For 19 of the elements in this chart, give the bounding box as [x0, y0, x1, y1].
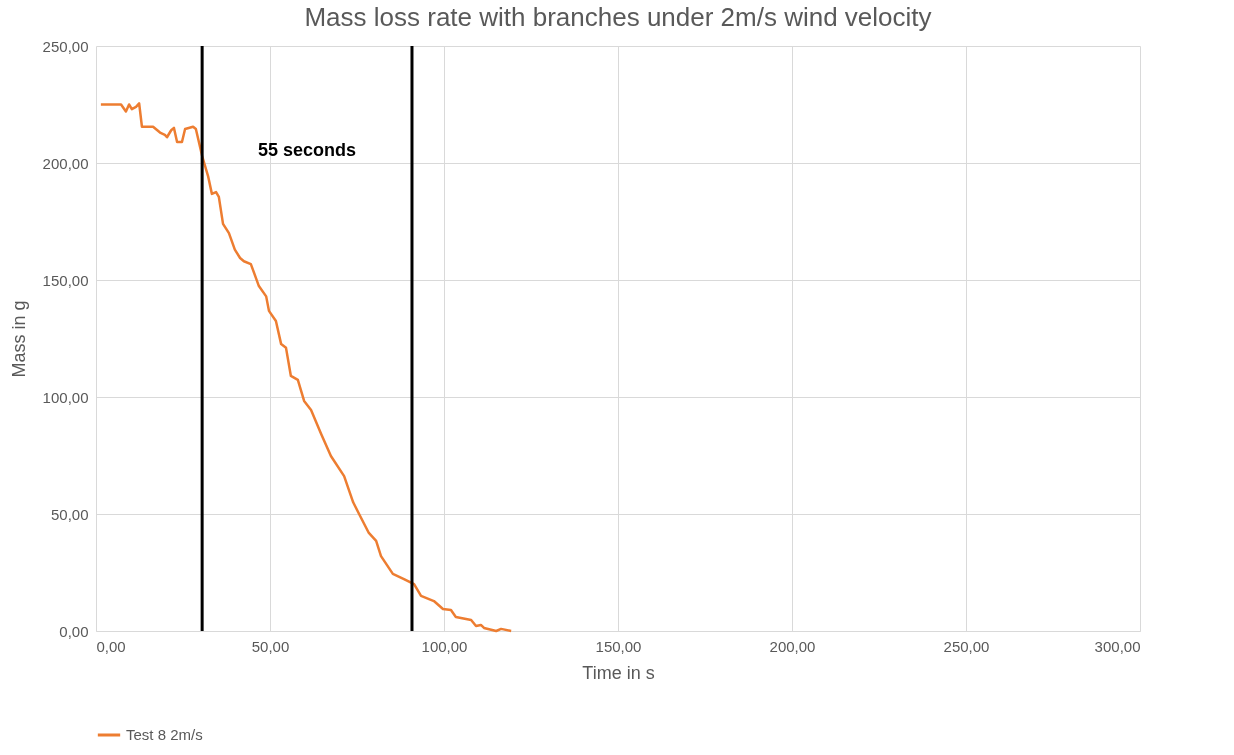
chart-title: Mass loss rate with branches under 2m/s wind velocity: [304, 2, 932, 32]
y-tick-label: 250,00: [42, 37, 89, 55]
y-tick-label: 100,00: [42, 388, 89, 406]
line-series: [99, 102, 513, 633]
y-tick-label: 200,00: [42, 154, 89, 172]
y-tick-label: 150,00: [42, 271, 89, 289]
y-axis-title: Mass in g: [8, 300, 29, 378]
y-tick-label: 50,00: [50, 505, 89, 523]
x-tick-label: 250,00: [943, 637, 990, 655]
y-tick-label: 0,00: [59, 622, 89, 640]
x-tick-label: 150,00: [595, 637, 642, 655]
x-tick-label: 200,00: [769, 637, 816, 655]
x-tick-label: 50,00: [251, 637, 290, 655]
annotation: 55 seconds: [258, 140, 357, 161]
legend-label: Test 8 2m/s: [126, 726, 203, 743]
x-axis-title: Time in s: [582, 662, 655, 683]
x-tick-label: 100,00: [421, 637, 468, 655]
x-tick-label: 0,00: [96, 637, 126, 655]
x-tick-label: 300,00: [1094, 637, 1141, 655]
